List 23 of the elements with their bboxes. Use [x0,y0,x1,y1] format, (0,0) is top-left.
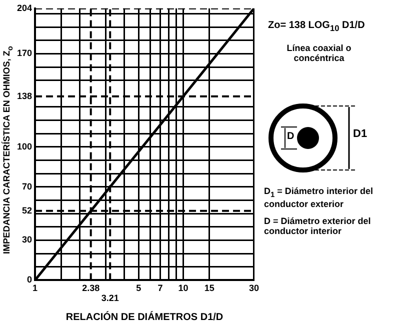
y-tick-label: 170 [16,48,32,58]
ref-line-label: 2.38 [82,283,100,294]
x-tick-label: 5 [136,283,142,294]
text: Línea coaxial o concéntrica [286,43,352,63]
y-tick-label: 70 [22,181,32,192]
x-axis-title: RELACIÓN DE DIÁMETROS D1/D [66,310,224,323]
y-tick-label: 100 [16,141,32,152]
ref-line-label: 138 [16,90,32,101]
ref-line-label: 3.21 [101,293,119,304]
x-tick-label: 30 [248,283,259,294]
x-tick-label: 7 [158,283,163,294]
text: Zo= 138 LOG$_{10}$ D1/D [268,20,366,33]
x-tick-label: 15 [204,283,214,294]
y-tick-label: 0 [27,274,32,285]
text: D$_{1}$ = Diámetro interior del conductor exterior [264,186,374,209]
ref-line-label: 204 [16,2,32,13]
y-tick-label: 30 [22,234,32,245]
ref-line-label: 52 [22,205,32,216]
x-tick-label: 10 [178,283,188,294]
x-tick-label: 1 [32,283,38,294]
text: D [287,131,294,142]
text: D = Diámetro exterior del conductor interior [264,216,372,236]
text: D1 [353,128,368,140]
